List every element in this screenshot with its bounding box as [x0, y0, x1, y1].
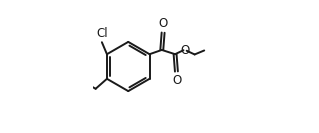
Text: Cl: Cl: [96, 27, 108, 40]
Text: O: O: [181, 44, 190, 57]
Text: O: O: [172, 74, 181, 87]
Text: O: O: [159, 17, 168, 30]
